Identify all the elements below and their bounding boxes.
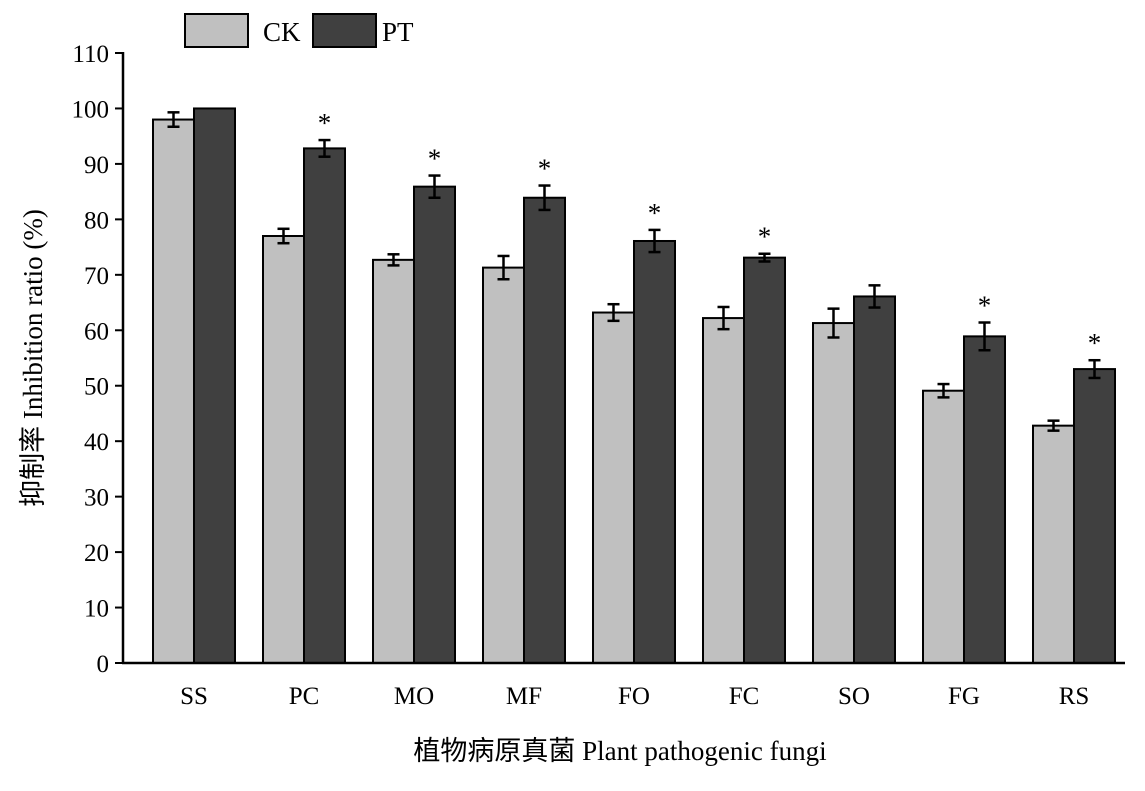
error-bar-pt-so [868, 284, 881, 309]
error-bar-ck-pc [277, 227, 290, 245]
error-bar-pt-mo [428, 174, 441, 199]
error-bar-pt-fo [648, 228, 661, 254]
bar-pt-rs [1073, 368, 1116, 664]
legend: CK PT [184, 13, 414, 48]
bar-pt-pc [303, 147, 346, 664]
bar-pt-mo [413, 185, 456, 665]
error-bar-ck-fo [607, 302, 620, 323]
x-tick-label-mo: MO [394, 683, 434, 710]
y-tick-label: 60 [84, 318, 109, 345]
y-tick-label: 10 [84, 596, 109, 623]
bar-ck-mo [372, 258, 415, 664]
x-tick-label-ss: SS [180, 683, 208, 710]
x-tick-label-pc: PC [289, 683, 320, 710]
bar-ck-fo [592, 311, 635, 664]
significance-star-fo: * [648, 198, 662, 228]
legend-item-pt: PT [312, 13, 414, 48]
bar-pt-fc [743, 256, 786, 664]
y-tick-label: 90 [84, 152, 109, 179]
significance-star-fg: * [978, 291, 992, 321]
bar-pt-ss [193, 107, 236, 665]
error-bar-ck-so [827, 307, 840, 339]
y-tick-label: 80 [84, 207, 109, 234]
x-tick-label-mf: MF [506, 683, 542, 710]
bar-pt-mf [523, 196, 566, 664]
y-tick-label: 30 [84, 485, 109, 512]
y-tick-label: 70 [84, 263, 109, 290]
error-bar-ck-mf [497, 254, 510, 281]
legend-label-pt: PT [382, 17, 414, 47]
significance-star-rs: * [1088, 328, 1102, 358]
error-bar-ck-rs [1047, 419, 1060, 432]
x-tick-label-fo: FO [618, 683, 650, 710]
y-tick-label: 0 [97, 651, 110, 678]
error-bar-ck-fg [937, 382, 950, 399]
error-bar-ck-fc [717, 305, 730, 331]
legend-swatch-ck [184, 13, 249, 48]
x-tick-label-rs: RS [1059, 683, 1090, 710]
error-bar-pt-fg [978, 321, 991, 352]
y-tick-label: 40 [84, 429, 109, 456]
error-bar-pt-rs [1088, 358, 1101, 380]
legend-item-ck: CK [184, 13, 301, 48]
error-bar-pt-mf [538, 184, 551, 212]
legend-label-ck: CK [263, 17, 301, 47]
legend-swatch-pt [312, 13, 377, 48]
y-tick-label: 20 [84, 540, 109, 567]
bars-layer: * * * * * * * [152, 107, 1116, 665]
bar-ck-rs [1032, 424, 1075, 664]
bar-ck-mf [482, 266, 525, 664]
error-bar-pt-fc [758, 252, 771, 263]
significance-star-pc: * [318, 108, 332, 138]
x-axis-title: 植物病原真菌 Plant pathogenic fungi [413, 736, 826, 766]
y-tick-label: 50 [84, 374, 109, 401]
bar-pt-so [853, 295, 896, 664]
bar-ck-fg [922, 389, 965, 664]
bar-ck-ss [152, 118, 195, 664]
bar-ck-pc [262, 235, 305, 664]
bar-pt-fg [963, 335, 1006, 664]
bar-ck-fc [702, 317, 745, 664]
y-tick-label: 100 [72, 96, 110, 123]
x-tick-label-fg: FG [948, 683, 980, 710]
y-axis-title: 抑制率 Inhibition ratio (%) [18, 209, 48, 507]
significance-star-mo: * [428, 144, 442, 174]
x-tick-label-fc: FC [729, 683, 760, 710]
error-bar-ck-mo [387, 253, 400, 267]
x-tick-label-so: SO [838, 683, 870, 710]
y-tick-label: 110 [72, 41, 109, 68]
bar-pt-fo [633, 239, 676, 664]
axes-layer: 0 10 20 30 40 50 60 70 80 90 100 110 SS PC MO MF FO FC SO F… [72, 41, 1125, 710]
error-bar-pt-pc [318, 138, 331, 158]
significance-star-fc: * [758, 222, 772, 252]
error-bar-ck-ss [167, 111, 180, 129]
significance-star-mf: * [538, 154, 552, 184]
bar-ck-so [812, 322, 855, 664]
